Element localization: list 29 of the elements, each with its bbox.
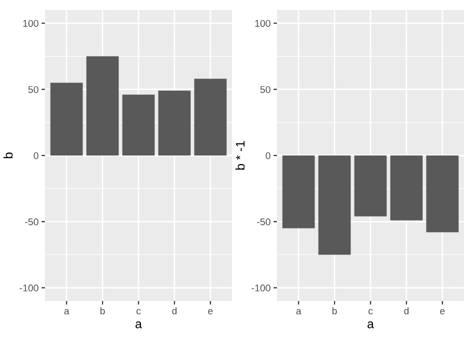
x-tick-label: a <box>64 309 70 314</box>
bar <box>122 94 155 156</box>
y-tick-label: -50 <box>25 218 38 226</box>
x-tick-label: c <box>136 309 141 314</box>
x-tick-label: d <box>404 307 409 314</box>
x-tick-label: e <box>208 309 213 314</box>
y-axis-title: b <box>3 152 13 158</box>
y-tick-label: 50 <box>28 86 38 93</box>
bar <box>194 78 227 156</box>
x-tick-label: b <box>100 307 105 314</box>
x-tick-label: c <box>368 309 373 314</box>
y-tick-label: -100 <box>252 284 270 292</box>
y-tick-label: 0 <box>266 152 270 160</box>
x-tick-label: d <box>172 307 177 314</box>
bar <box>86 56 119 156</box>
y-tick-label: -100 <box>20 284 38 292</box>
bar <box>158 90 191 156</box>
x-axis-title: a <box>368 321 374 328</box>
x-axis-title: a <box>136 321 142 328</box>
y-tick-label: 100 <box>255 20 270 27</box>
x-tick-label: a <box>296 309 302 314</box>
y-tick-label: -50 <box>257 218 270 226</box>
y-axis-title: b * -1 <box>235 141 245 170</box>
y-tick-label: 0 <box>34 152 38 160</box>
y-tick-label: 100 <box>23 20 38 27</box>
y-tick-label: 50 <box>260 86 270 93</box>
x-tick-label: b <box>332 307 337 314</box>
x-tick-label: e <box>440 309 445 314</box>
bar <box>50 82 83 156</box>
